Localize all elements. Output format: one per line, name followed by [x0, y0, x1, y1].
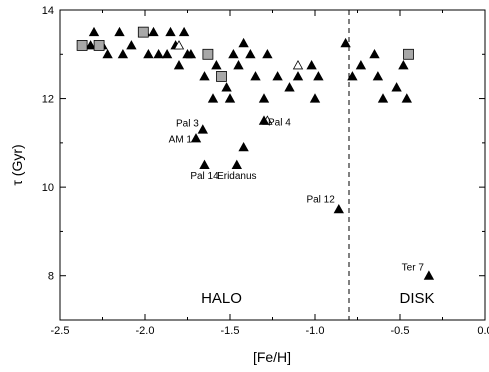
region-label: HALO — [201, 290, 242, 307]
region-labels: HALO DISK — [201, 290, 434, 307]
y-axis-title: τ (Gyr) — [9, 144, 25, 185]
filled-triangle-point — [199, 71, 210, 81]
cluster-label: Pal 3 — [176, 119, 199, 130]
cluster-label: Pal 12 — [306, 194, 335, 205]
filled-triangle-point — [221, 82, 232, 92]
region-label: DISK — [399, 290, 434, 307]
labeled-cluster-point — [197, 124, 208, 134]
filled-triangle-point — [173, 60, 185, 70]
filled-triangle-point — [88, 26, 100, 37]
filled-triangle-point — [143, 48, 154, 59]
filled-triangle-point — [233, 60, 244, 70]
filled-triangle-point — [398, 60, 409, 70]
filled-triangle-point — [340, 37, 351, 48]
cluster-label: Eridanus — [217, 171, 256, 182]
filled-triangle-point — [102, 48, 113, 59]
cluster-label: AM 1 — [169, 134, 193, 145]
filled-triangle-point — [292, 71, 304, 81]
cluster-label: Pal 4 — [268, 118, 291, 129]
y-tick-label: 12 — [42, 94, 54, 106]
filled-triangle-point — [355, 60, 367, 70]
gray-square-point — [216, 71, 227, 82]
filled-triangle-point — [401, 93, 412, 103]
filled-triangle-point — [117, 48, 129, 59]
filled-triangle-point — [372, 71, 384, 81]
x-tick-label: -2.5 — [51, 325, 70, 337]
filled-triangle-point — [161, 48, 173, 59]
labeled-cluster-point — [190, 133, 202, 143]
filled-triangle-point — [284, 82, 295, 92]
filled-triangle-point — [377, 93, 389, 103]
filled-triangle-point — [126, 40, 137, 50]
filled-triangle-point — [258, 93, 270, 103]
filled-triangle-point — [272, 71, 283, 81]
filled-triangle-point — [178, 26, 190, 37]
filled-triangle-point — [347, 71, 358, 81]
gray-square-point — [76, 40, 88, 51]
labeled-cluster-point — [423, 270, 435, 280]
x-axis-title: [Fe/H] — [253, 349, 291, 365]
y-tick-label: 8 — [48, 271, 54, 283]
x-tick-label: -0.5 — [391, 325, 410, 337]
filled-triangle-point — [245, 48, 256, 59]
filled-triangle-point — [250, 71, 261, 81]
filled-triangle-point — [185, 48, 197, 59]
filled-triangle-point — [238, 37, 249, 48]
filled-triangle-point — [165, 26, 176, 37]
filled-triangle-point — [228, 48, 239, 59]
filled-triangle-point — [114, 26, 125, 37]
labeled-cluster-point — [258, 115, 270, 125]
filled-triangle-point — [306, 60, 317, 70]
filled-triangle-point — [211, 60, 222, 70]
filled-triangle-point — [309, 93, 321, 103]
filled-triangle-point — [224, 93, 236, 103]
filled-triangle-point — [148, 26, 159, 37]
axis-ticks — [59, 9, 486, 321]
open-triangle-point — [173, 40, 185, 50]
gray-square-point — [202, 48, 214, 60]
gray-square-point — [93, 40, 105, 51]
filled-triangle-point — [85, 40, 96, 50]
labeled-cluster-point — [333, 203, 344, 214]
cluster-label: Ter 7 — [402, 263, 425, 274]
labeled-cluster-point — [238, 141, 249, 152]
labeled-cluster-point — [231, 159, 242, 170]
filled-triangle-point — [153, 48, 164, 59]
filled-triangle-point — [262, 48, 273, 59]
cluster-label: Pal 14 — [190, 171, 219, 182]
filled-triangle-point — [207, 93, 219, 103]
gray-square-point — [403, 48, 414, 60]
x-tick-label: -1.0 — [306, 325, 325, 337]
x-tick-label: 0.0 — [477, 325, 489, 337]
y-tick-label: 14 — [42, 5, 54, 17]
filled-triangle-point — [391, 82, 402, 92]
data-points — [76, 26, 435, 280]
open-triangle-point — [292, 60, 304, 70]
labeled-cluster-point — [199, 159, 210, 170]
filled-triangle-point — [369, 48, 380, 59]
x-tick-label: -2.0 — [136, 325, 155, 337]
x-tick-label: -1.5 — [221, 325, 240, 337]
gray-square-point — [137, 26, 149, 38]
filled-triangle-point — [313, 71, 324, 81]
axis-tick-labels: -2.5 -2.0 -1.5 -1.0 -0.5 0.0 8 10 12 14 — [42, 5, 489, 337]
y-tick-label: 10 — [42, 182, 54, 194]
